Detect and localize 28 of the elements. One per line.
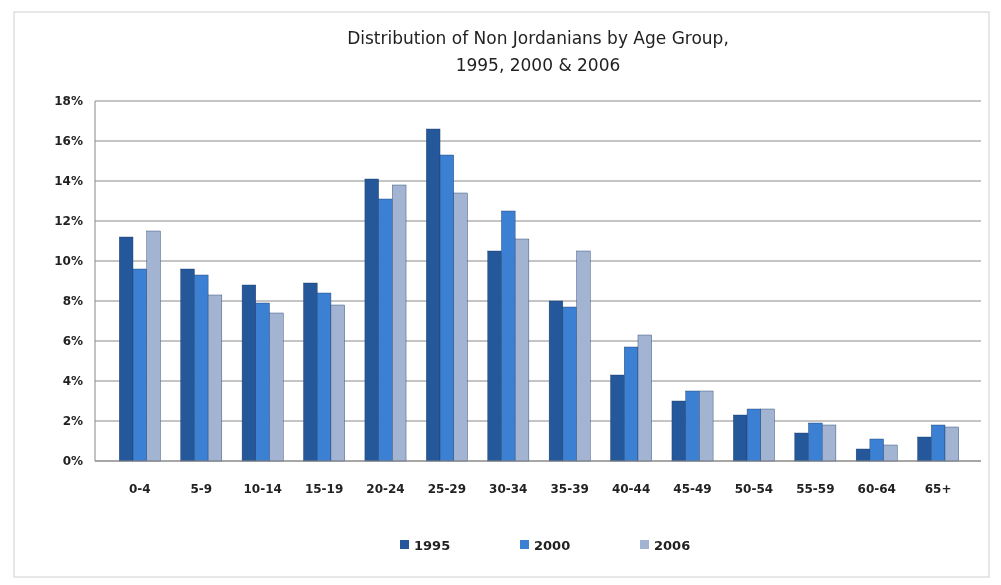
- x-tick-label: 10-14: [243, 482, 282, 496]
- x-tick-label: 5-9: [190, 482, 213, 496]
- legend-label: 2000: [534, 538, 571, 553]
- y-tick-label: 18%: [54, 94, 83, 109]
- y-tick-label: 16%: [54, 134, 83, 149]
- x-tick-label: 60-64: [857, 482, 896, 496]
- y-tick-label: 14%: [54, 174, 83, 189]
- y-tick-label: 8%: [62, 294, 83, 309]
- chart-title: Distribution of Non Jordanians by Age Group, 1995, 2000 & 2006: [347, 28, 729, 75]
- x-tick-label: 65+: [924, 482, 952, 496]
- x-tick-label: 30-34: [489, 482, 528, 496]
- x-tick-label: 0-4: [129, 482, 151, 496]
- legend-label: 2006: [654, 538, 691, 553]
- x-tick-label: 15-19: [304, 482, 344, 496]
- x-tick-label: 25-29: [427, 482, 467, 496]
- x-tick-label: 50-54: [734, 482, 774, 496]
- y-tick-label: 12%: [54, 214, 83, 229]
- x-tick-label: 35-39: [550, 482, 589, 496]
- y-tick-label: 10%: [54, 254, 83, 269]
- x-tick-label: 40-44: [611, 482, 651, 496]
- legend-label: 1995: [414, 538, 451, 553]
- x-tick-label: 20-24: [366, 482, 405, 496]
- y-tick-label: 6%: [62, 334, 83, 349]
- y-tick-label: 2%: [62, 414, 83, 429]
- x-tick-label: 45-49: [673, 482, 712, 496]
- x-tick-label: 55-59: [796, 482, 835, 496]
- y-tick-label: 4%: [62, 374, 83, 389]
- y-tick-label: 0%: [62, 454, 83, 469]
